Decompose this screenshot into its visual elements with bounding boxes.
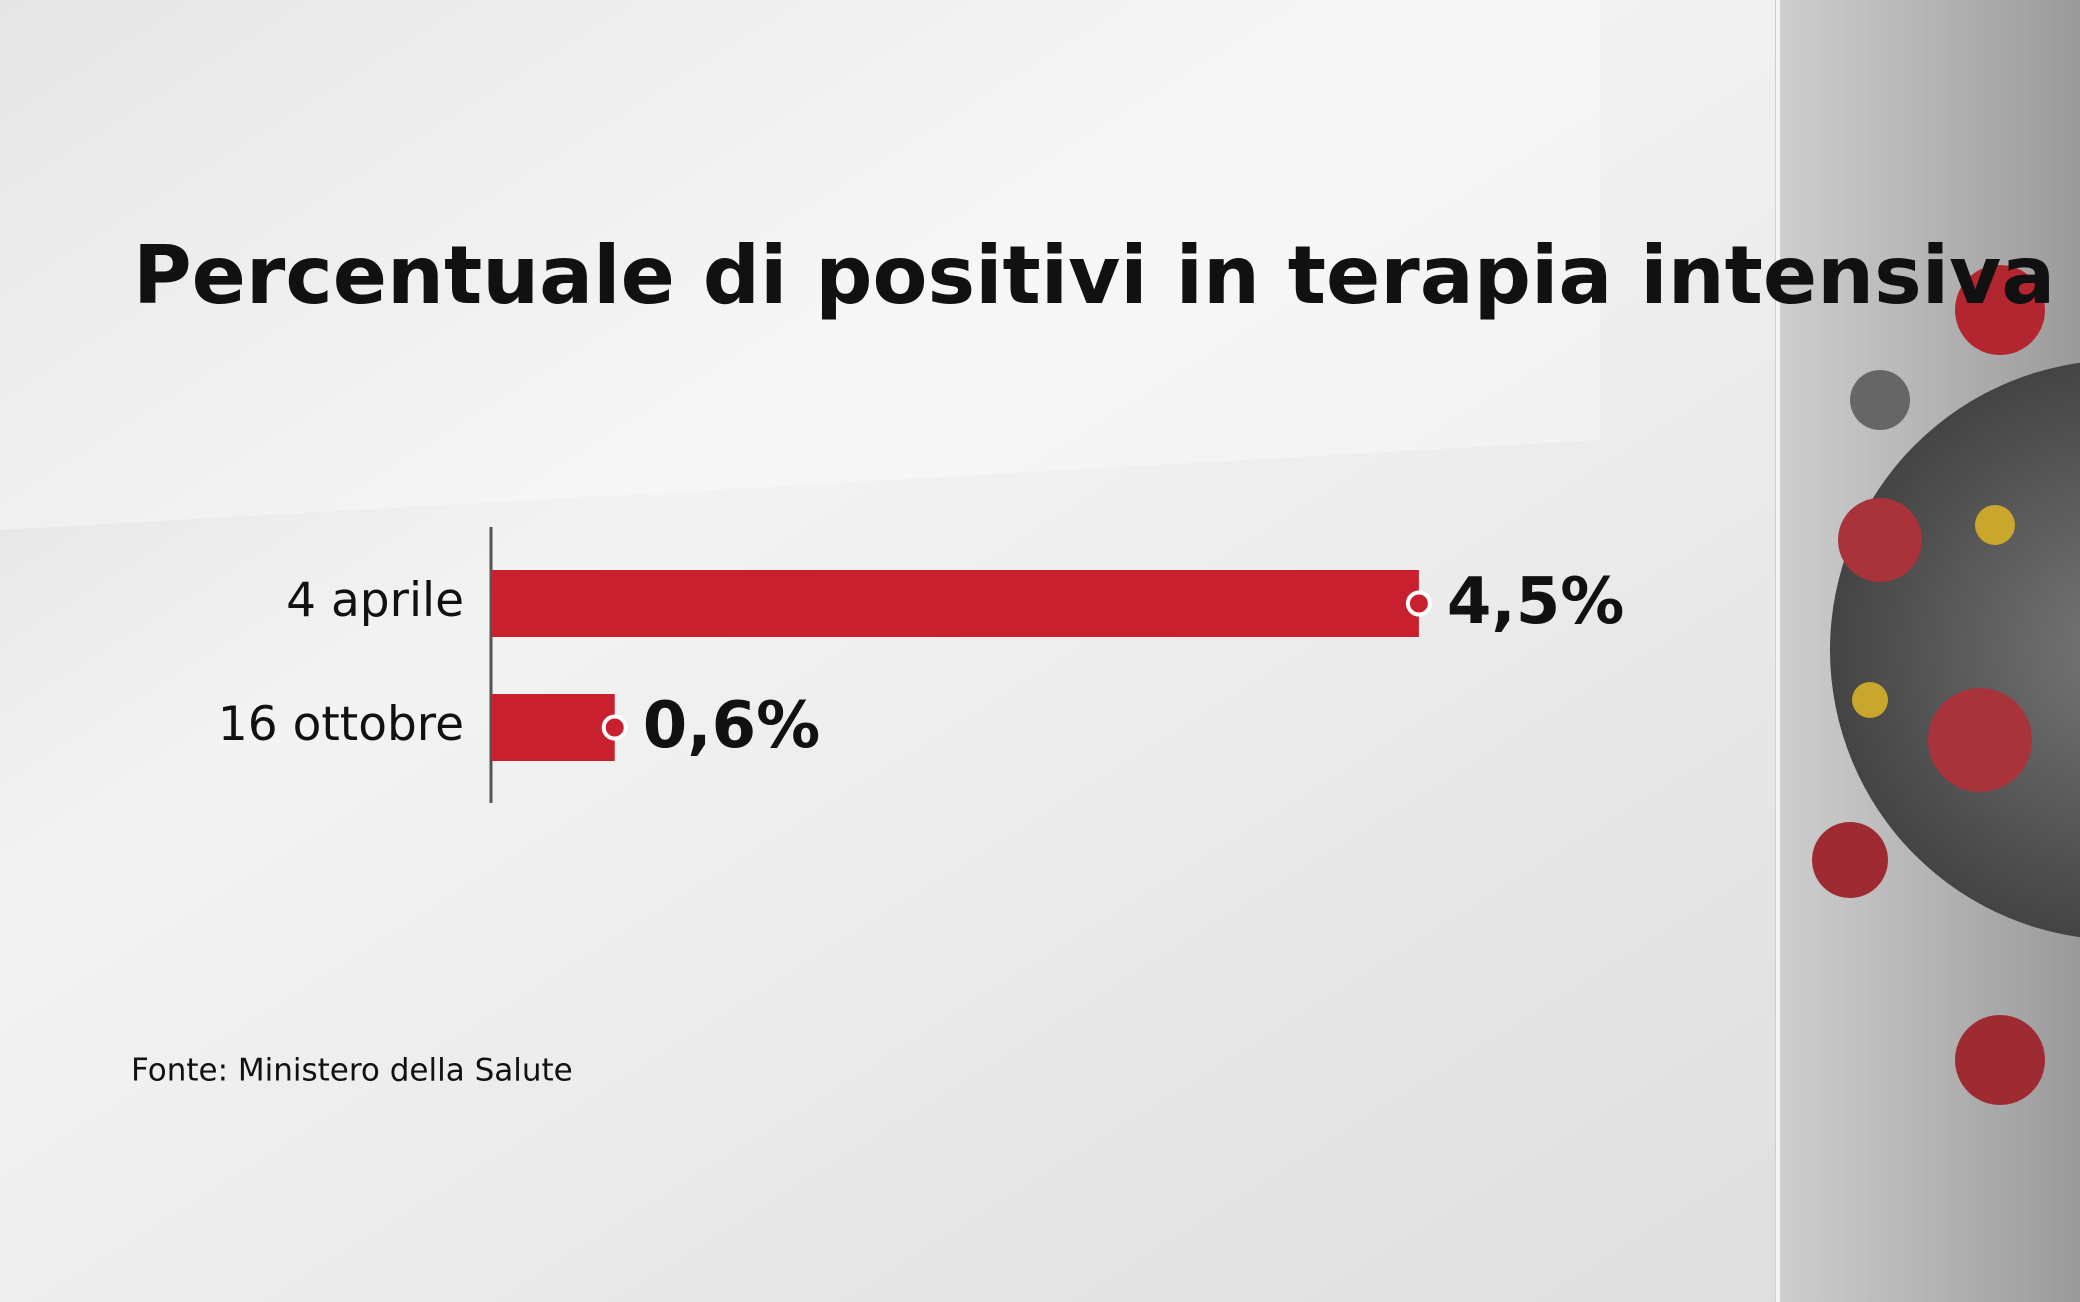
- category-label: 4 aprile: [286, 573, 464, 628]
- category-label: 16 ottobre: [218, 697, 464, 752]
- source-note: Fonte: Ministero della Salute: [131, 1053, 573, 1089]
- bar-end-dot: [1405, 590, 1432, 617]
- bar: [492, 694, 615, 761]
- decor-panel: [1775, 0, 2080, 1302]
- bar: [492, 570, 1419, 637]
- value-label: 0,6%: [643, 689, 821, 763]
- background-band: [0, 0, 1600, 530]
- bar-end-dot: [601, 714, 628, 741]
- value-label: 4,5%: [1447, 565, 1625, 639]
- chart-title: Percentuale di positivi in terapia inten…: [133, 229, 2055, 322]
